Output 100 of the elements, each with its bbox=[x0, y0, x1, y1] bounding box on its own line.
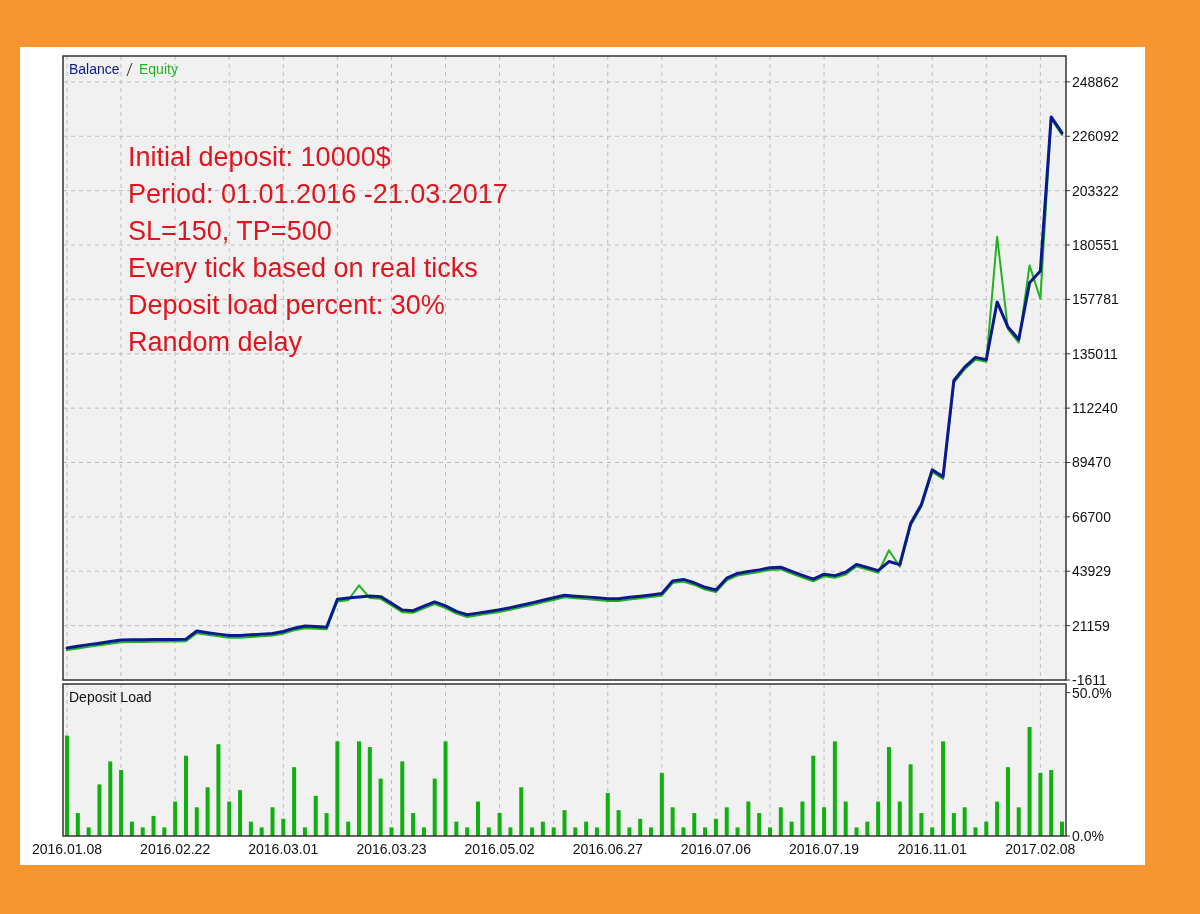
bar bbox=[248, 821, 253, 836]
bar bbox=[919, 813, 924, 836]
bar bbox=[681, 827, 686, 836]
x-tick-label: 2016.07.19 bbox=[789, 841, 860, 857]
text: Balance bbox=[69, 61, 120, 77]
bar bbox=[767, 827, 772, 836]
bar bbox=[930, 827, 935, 836]
bar bbox=[259, 827, 264, 836]
x-tick-label: 2016.02.22 bbox=[140, 841, 211, 857]
bar bbox=[778, 807, 783, 836]
bar bbox=[1038, 772, 1043, 836]
bar bbox=[313, 795, 318, 836]
bar bbox=[897, 801, 902, 836]
y-tick-label: 203322 bbox=[1072, 182, 1119, 199]
bar bbox=[162, 827, 167, 836]
bar bbox=[789, 821, 794, 836]
bar bbox=[432, 778, 437, 836]
bar bbox=[183, 755, 188, 836]
bar bbox=[941, 741, 946, 836]
bar bbox=[119, 770, 124, 836]
x-tick-label: 2016.07.06 bbox=[680, 841, 752, 857]
bar bbox=[173, 801, 178, 836]
bar bbox=[1049, 770, 1054, 836]
bar bbox=[1027, 727, 1032, 836]
annotation: Deposit load percent: 30% bbox=[128, 290, 445, 320]
annotation: Random delay bbox=[128, 327, 303, 357]
bar bbox=[886, 747, 891, 836]
x-tick-label: 2016.03.01 bbox=[248, 841, 319, 857]
bar bbox=[205, 787, 210, 836]
bar bbox=[811, 755, 816, 836]
bar bbox=[573, 827, 578, 836]
bar bbox=[281, 818, 286, 836]
bar bbox=[670, 807, 675, 836]
bar bbox=[335, 741, 340, 836]
y-tick-label: 135011 bbox=[1072, 345, 1118, 362]
bar bbox=[973, 827, 978, 836]
bar bbox=[865, 821, 870, 836]
bar bbox=[854, 827, 859, 836]
bar bbox=[108, 761, 113, 836]
bar bbox=[357, 741, 362, 836]
annotation: Period: 01.01.2016 -21.03.2017 bbox=[128, 179, 508, 209]
bar bbox=[638, 818, 643, 836]
x-tick-label: 2017.02.08 bbox=[1005, 841, 1076, 857]
bar bbox=[367, 747, 372, 836]
bar bbox=[1060, 821, 1064, 836]
bar bbox=[843, 801, 848, 836]
text: Equity bbox=[139, 61, 178, 77]
bar bbox=[713, 818, 718, 836]
bar bbox=[594, 827, 599, 836]
bar bbox=[584, 821, 589, 836]
annotation: Initial deposit: 10000$ bbox=[128, 142, 391, 172]
x-tick-label: 2016.03.23 bbox=[356, 841, 427, 857]
bar bbox=[1005, 767, 1010, 836]
annotation: Every tick based on real ticks bbox=[128, 253, 478, 283]
bar bbox=[746, 801, 751, 836]
bar bbox=[86, 827, 91, 836]
bar bbox=[140, 827, 145, 836]
bar bbox=[486, 827, 491, 836]
chart-title: Deposit Load bbox=[69, 689, 152, 705]
x-tick-label: 2016.01.08 bbox=[31, 841, 103, 857]
bar bbox=[497, 813, 502, 836]
y-tick-label: 43929 bbox=[1072, 563, 1112, 580]
annotation: SL=150, TP=500 bbox=[128, 216, 332, 246]
bar bbox=[735, 827, 740, 836]
bar bbox=[227, 801, 232, 836]
bar bbox=[324, 813, 329, 836]
bar bbox=[605, 792, 610, 836]
bar bbox=[692, 813, 697, 836]
bar bbox=[530, 827, 535, 836]
y-tick-label: 66700 bbox=[1072, 508, 1112, 525]
bar bbox=[216, 744, 221, 836]
bar bbox=[292, 767, 297, 836]
y-tick-label: 157781 bbox=[1072, 291, 1119, 308]
bar bbox=[194, 807, 199, 836]
bar bbox=[962, 807, 967, 836]
bar bbox=[757, 813, 762, 836]
bar bbox=[519, 787, 524, 836]
bar bbox=[400, 761, 405, 836]
bar bbox=[703, 827, 708, 836]
bar bbox=[75, 813, 80, 836]
y-tick-label: 226092 bbox=[1072, 128, 1119, 145]
y-tick-label: 21159 bbox=[1072, 617, 1111, 634]
bar bbox=[627, 827, 632, 836]
bar bbox=[421, 827, 426, 836]
bar bbox=[389, 827, 394, 836]
y-tick-label: 89470 bbox=[1072, 454, 1112, 471]
bar bbox=[302, 827, 307, 836]
bar bbox=[411, 813, 416, 836]
y-tick-label: 180551 bbox=[1072, 236, 1119, 253]
bar bbox=[475, 801, 480, 836]
bar bbox=[465, 827, 470, 836]
bar bbox=[832, 741, 837, 836]
bar bbox=[562, 810, 567, 836]
y-tick-label: 112240 bbox=[1072, 400, 1118, 417]
bar bbox=[616, 810, 621, 836]
bar bbox=[151, 815, 156, 836]
bar bbox=[876, 801, 881, 836]
bar bbox=[800, 801, 805, 836]
bar bbox=[238, 790, 243, 836]
bar bbox=[951, 813, 956, 836]
